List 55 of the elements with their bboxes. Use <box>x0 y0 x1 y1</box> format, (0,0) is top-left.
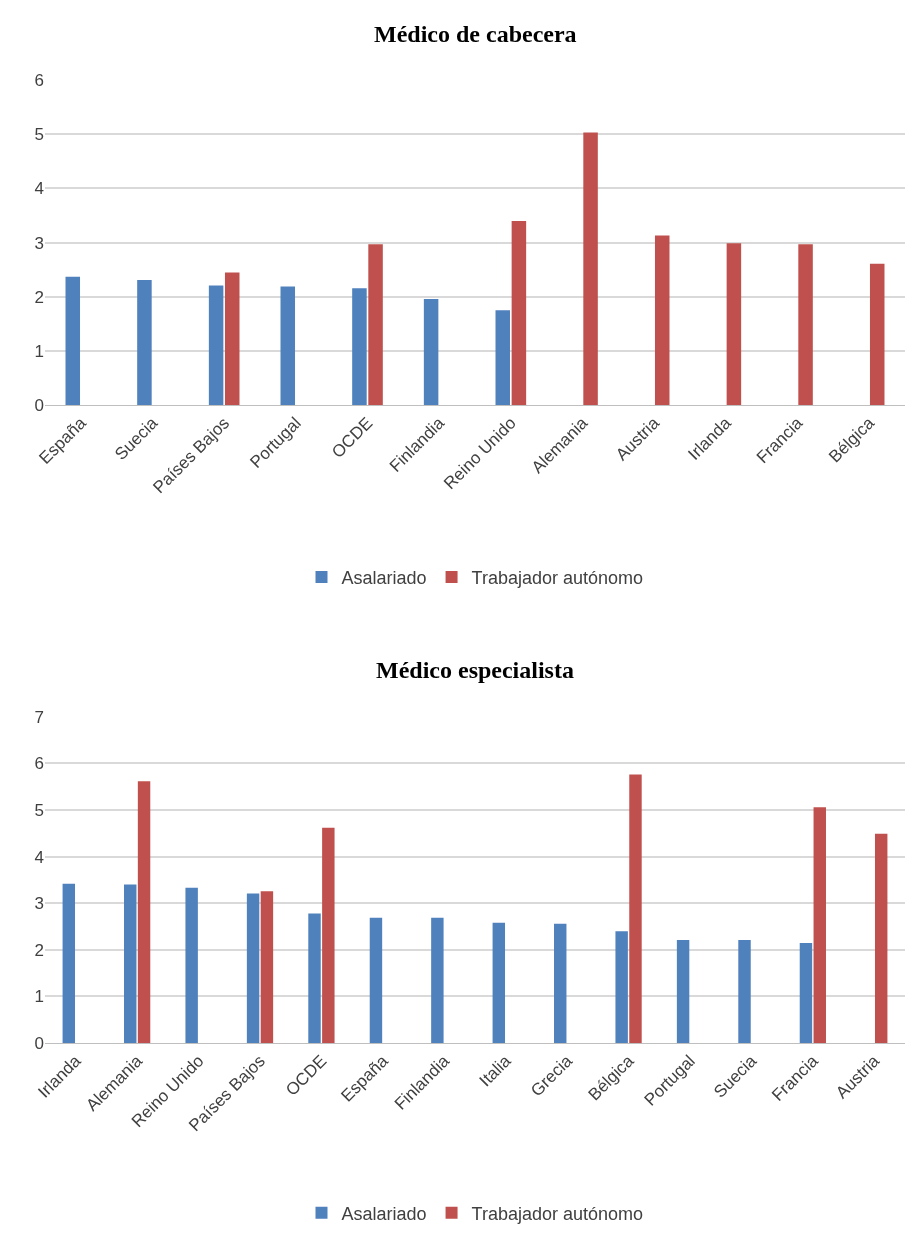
bar <box>554 923 567 1044</box>
legend-label: Asalariado <box>341 1203 427 1224</box>
bar <box>246 893 260 1044</box>
chart-title: Médico especialista <box>376 657 574 683</box>
legend-label: Trabajador autónomo <box>471 1203 644 1224</box>
bar <box>62 883 76 1044</box>
bar <box>137 781 151 1044</box>
y-tick-label: 6 <box>34 70 44 90</box>
y-tick-label: 5 <box>34 125 44 145</box>
y-tick-label: 2 <box>34 287 44 307</box>
bar <box>798 244 813 406</box>
bar <box>511 220 527 406</box>
bar <box>124 884 137 1044</box>
y-tick-label: 0 <box>34 1034 44 1054</box>
bar <box>369 917 383 1044</box>
bar <box>224 272 240 406</box>
bar <box>738 940 751 1044</box>
y-tick-label: 1 <box>34 341 44 361</box>
bar <box>495 310 511 406</box>
bar <box>308 913 321 1044</box>
bar <box>431 917 444 1044</box>
bar <box>676 940 690 1044</box>
bar <box>799 942 813 1044</box>
y-tick-label: 4 <box>34 179 44 199</box>
y-tick-label: 1 <box>34 987 44 1007</box>
y-tick-label: 4 <box>34 847 44 867</box>
legend-label: Trabajador autónomo <box>471 567 644 588</box>
bar <box>65 276 81 406</box>
bar <box>869 263 885 406</box>
y-tick-label: 3 <box>34 233 44 253</box>
y-tick-label: 5 <box>34 800 44 820</box>
bar <box>137 280 152 406</box>
bar <box>423 298 439 406</box>
bar <box>352 288 367 406</box>
bar <box>368 244 383 406</box>
bar <box>615 931 628 1044</box>
bar <box>492 922 506 1044</box>
y-tick-label: 3 <box>34 894 44 914</box>
bar <box>629 774 642 1044</box>
y-tick-label: 2 <box>34 940 44 960</box>
bar <box>322 827 335 1044</box>
y-tick-label: 6 <box>34 754 44 774</box>
bar <box>185 887 198 1044</box>
bar <box>726 243 742 406</box>
legend-label: Asalariado <box>341 567 427 588</box>
bar <box>654 235 670 406</box>
bar <box>280 286 296 406</box>
bar <box>260 891 274 1044</box>
y-tick-label: 0 <box>34 396 44 416</box>
bar <box>813 807 826 1044</box>
bar <box>874 833 888 1044</box>
y-tick-label: 7 <box>34 707 44 727</box>
chart-title: Médico de cabecera <box>374 21 577 47</box>
bar <box>583 132 598 406</box>
bar <box>208 285 224 406</box>
